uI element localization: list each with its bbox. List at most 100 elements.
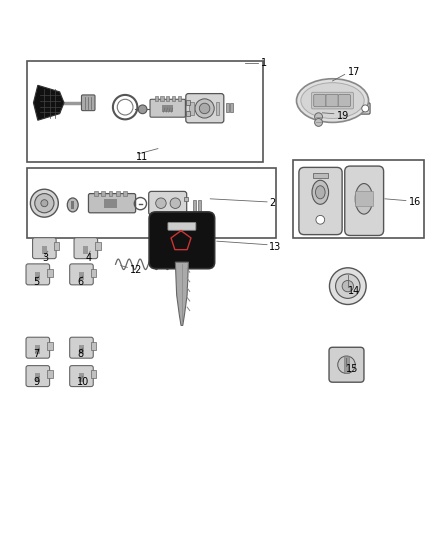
Text: 5: 5 (33, 277, 40, 287)
FancyBboxPatch shape (345, 166, 384, 236)
Circle shape (199, 103, 210, 114)
Circle shape (195, 99, 214, 118)
Bar (42, 246, 47, 254)
Bar (109, 190, 113, 196)
Bar (162, 104, 173, 112)
Circle shape (30, 189, 58, 217)
Circle shape (41, 200, 48, 207)
Text: 9: 9 (33, 377, 39, 387)
Ellipse shape (67, 198, 78, 212)
Text: 19: 19 (337, 111, 349, 121)
Bar (189, 102, 194, 115)
Bar (226, 103, 229, 111)
FancyBboxPatch shape (70, 337, 93, 358)
Bar (54, 243, 59, 251)
Bar (104, 199, 117, 208)
Bar (101, 190, 105, 196)
Circle shape (314, 113, 322, 120)
Text: 16: 16 (409, 197, 421, 207)
Bar (83, 246, 88, 254)
Text: 14: 14 (348, 286, 360, 295)
Bar (116, 190, 120, 196)
FancyBboxPatch shape (70, 264, 93, 285)
Bar (47, 370, 53, 378)
FancyBboxPatch shape (329, 348, 364, 382)
Bar (79, 272, 84, 280)
FancyBboxPatch shape (314, 94, 326, 107)
FancyBboxPatch shape (26, 366, 49, 386)
Circle shape (342, 280, 353, 292)
Circle shape (316, 215, 325, 224)
Bar (27, 61, 263, 161)
FancyBboxPatch shape (168, 222, 196, 230)
Text: 1: 1 (261, 59, 267, 68)
Text: 13: 13 (269, 242, 282, 252)
Text: 10: 10 (77, 377, 89, 387)
Bar (186, 100, 190, 105)
Text: 12: 12 (130, 264, 142, 274)
Bar (124, 190, 127, 196)
Bar (35, 345, 40, 354)
Circle shape (362, 105, 369, 112)
Text: 6: 6 (77, 277, 83, 287)
Ellipse shape (312, 180, 328, 204)
FancyBboxPatch shape (149, 212, 215, 269)
FancyBboxPatch shape (70, 366, 93, 386)
Bar (293, 159, 424, 238)
Bar (230, 103, 233, 111)
Ellipse shape (297, 79, 368, 123)
FancyBboxPatch shape (81, 95, 95, 111)
Text: 11: 11 (136, 152, 148, 163)
Bar (35, 272, 40, 280)
Bar (95, 243, 101, 251)
Bar (184, 197, 188, 201)
Bar (155, 96, 158, 101)
Bar (91, 342, 96, 350)
Ellipse shape (301, 83, 364, 118)
FancyBboxPatch shape (299, 167, 342, 235)
Circle shape (336, 274, 360, 298)
Circle shape (155, 198, 166, 208)
Ellipse shape (315, 185, 325, 199)
Text: 7: 7 (33, 349, 40, 359)
Text: 2: 2 (269, 198, 276, 208)
Bar (91, 269, 96, 277)
FancyBboxPatch shape (357, 103, 370, 114)
Text: 8: 8 (77, 349, 83, 359)
Polygon shape (33, 85, 64, 120)
Circle shape (35, 193, 54, 213)
Bar (215, 102, 219, 115)
Text: 3: 3 (42, 253, 48, 263)
Ellipse shape (355, 183, 373, 214)
FancyBboxPatch shape (74, 238, 98, 259)
Bar (27, 168, 276, 238)
Circle shape (338, 356, 355, 374)
FancyBboxPatch shape (150, 99, 185, 117)
Bar (79, 374, 84, 382)
Text: 4: 4 (86, 253, 92, 263)
Circle shape (138, 105, 147, 114)
FancyBboxPatch shape (186, 94, 224, 123)
FancyBboxPatch shape (338, 94, 350, 107)
Bar (94, 190, 98, 196)
FancyBboxPatch shape (326, 94, 338, 107)
Text: 17: 17 (348, 67, 360, 77)
Bar (166, 96, 169, 101)
Bar (71, 200, 74, 209)
FancyBboxPatch shape (311, 92, 353, 109)
Bar (172, 96, 175, 101)
Polygon shape (175, 262, 188, 326)
FancyBboxPatch shape (26, 264, 49, 285)
Circle shape (329, 268, 366, 304)
Bar (177, 96, 180, 101)
Text: 15: 15 (346, 364, 358, 374)
FancyBboxPatch shape (149, 191, 187, 215)
Bar (355, 191, 373, 206)
Bar (193, 200, 196, 211)
FancyBboxPatch shape (32, 238, 56, 259)
Bar (186, 111, 190, 116)
Bar (313, 173, 328, 178)
FancyBboxPatch shape (26, 337, 49, 358)
Bar (47, 269, 53, 277)
Bar (198, 200, 201, 211)
